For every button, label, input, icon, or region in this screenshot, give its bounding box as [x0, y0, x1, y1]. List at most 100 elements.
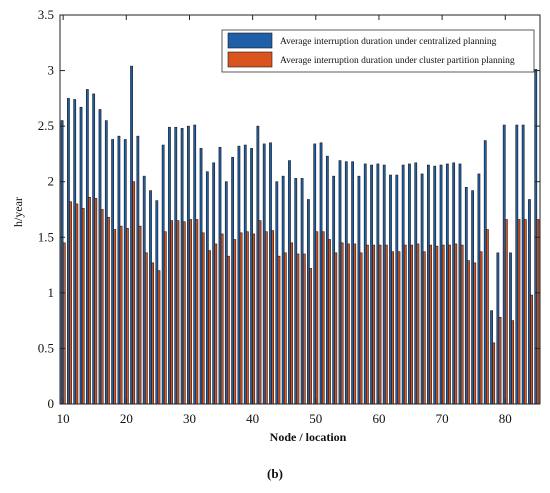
- bars-layer: [60, 65, 540, 405]
- bar-cluster: [530, 294, 533, 405]
- bar-centralized: [269, 142, 272, 405]
- bar-cluster: [100, 209, 104, 405]
- y-axis-label: h/year: [11, 197, 25, 227]
- bar-centralized: [528, 199, 531, 405]
- x-tick-label: 30: [183, 411, 196, 426]
- bar-cluster: [107, 216, 110, 405]
- bar-centralized: [351, 161, 354, 405]
- bar-cluster: [435, 245, 439, 405]
- bar-cluster: [246, 231, 249, 405]
- y-tick-label: 0.5: [38, 340, 54, 355]
- x-tick-label: 80: [499, 411, 512, 426]
- bar-centralized: [73, 99, 77, 405]
- bar-cluster: [517, 219, 521, 405]
- bar-cluster: [448, 244, 451, 405]
- legend-label: Average interruption duration under cent…: [280, 37, 497, 47]
- bar-cluster: [182, 221, 186, 405]
- bar-cluster: [258, 220, 262, 405]
- bar-centralized: [199, 148, 203, 405]
- bar-cluster: [416, 243, 420, 405]
- bar-centralized: [243, 144, 247, 405]
- bar-cluster: [353, 243, 357, 405]
- bar-centralized: [180, 128, 184, 405]
- bar-centralized: [319, 142, 323, 405]
- bar-centralized: [281, 175, 285, 405]
- bar-centralized: [224, 181, 228, 405]
- bar-centralized: [471, 190, 474, 405]
- y-tick-label: 2.5: [38, 118, 54, 133]
- bar-centralized: [307, 199, 310, 405]
- x-tick-label: 40: [246, 411, 259, 426]
- bar-centralized: [496, 252, 500, 405]
- bar-cluster: [334, 252, 338, 405]
- bar-centralized: [313, 143, 317, 405]
- bar-cluster: [315, 231, 319, 405]
- bar-cluster: [359, 252, 363, 405]
- bar-centralized: [142, 175, 146, 405]
- bar-cluster: [429, 244, 432, 405]
- bar-cluster: [81, 208, 85, 405]
- bar-cluster: [372, 244, 376, 405]
- bar-cluster: [271, 230, 275, 405]
- bar-centralized: [205, 171, 209, 405]
- bar-centralized: [300, 178, 304, 405]
- bar-cluster: [486, 229, 489, 405]
- bar-centralized: [275, 181, 279, 405]
- plot-frame: [59, 14, 541, 405]
- bar-centralized: [439, 164, 443, 405]
- bar-cluster: [384, 244, 388, 405]
- bar-cluster: [157, 270, 161, 405]
- bar-cluster: [347, 243, 350, 405]
- y-tick-label: 1: [48, 285, 55, 300]
- bar-centralized: [111, 139, 114, 405]
- bar-centralized: [262, 143, 266, 405]
- legend-swatch: [227, 32, 273, 49]
- bar-centralized: [483, 140, 487, 405]
- bar-centralized: [161, 144, 165, 405]
- bar-cluster: [283, 252, 287, 405]
- bar-cluster: [119, 225, 123, 405]
- bar-cluster: [391, 251, 395, 405]
- bar-centralized: [79, 106, 83, 405]
- bar-centralized: [130, 65, 133, 405]
- bar-cluster: [220, 233, 224, 405]
- bar-centralized: [193, 124, 197, 405]
- bar-cluster: [340, 242, 344, 405]
- legend: Average interruption duration under cent…: [221, 29, 535, 73]
- bar-cluster: [138, 225, 142, 405]
- legend-box: [221, 29, 535, 73]
- bar-centralized: [325, 155, 329, 405]
- x-tick-label: 20: [120, 411, 133, 426]
- bar-centralized: [534, 69, 538, 405]
- x-tick-label: 10: [57, 411, 70, 426]
- bar-cluster: [88, 196, 91, 405]
- bar-centralized: [67, 98, 70, 405]
- bar-cluster: [460, 244, 464, 405]
- bar-cluster: [511, 320, 515, 405]
- legend-label: Average interruption duration under clus…: [280, 56, 515, 66]
- bar-cluster: [523, 219, 527, 405]
- bar-cluster: [239, 232, 243, 405]
- bar-centralized: [445, 163, 449, 405]
- y-tick-label: 2: [48, 174, 55, 189]
- bar-centralized: [117, 135, 121, 405]
- bar-centralized: [294, 178, 298, 405]
- bar-cluster: [75, 203, 79, 405]
- bar-cluster: [170, 220, 173, 405]
- bar-centralized: [464, 186, 468, 405]
- bar-cluster: [195, 219, 199, 405]
- bar-centralized: [155, 200, 159, 405]
- bar-centralized: [85, 89, 89, 405]
- bar-centralized: [212, 162, 216, 405]
- bar-cluster: [321, 231, 325, 405]
- bar-cluster: [467, 260, 470, 405]
- bar-centralized: [136, 135, 140, 405]
- bar-centralized: [338, 160, 342, 405]
- bar-cluster: [163, 231, 167, 405]
- bar-centralized: [218, 146, 222, 405]
- bar-cluster: [309, 268, 312, 405]
- bar-cluster: [492, 342, 496, 405]
- bar-cluster: [397, 251, 401, 405]
- bar-cluster: [504, 219, 508, 405]
